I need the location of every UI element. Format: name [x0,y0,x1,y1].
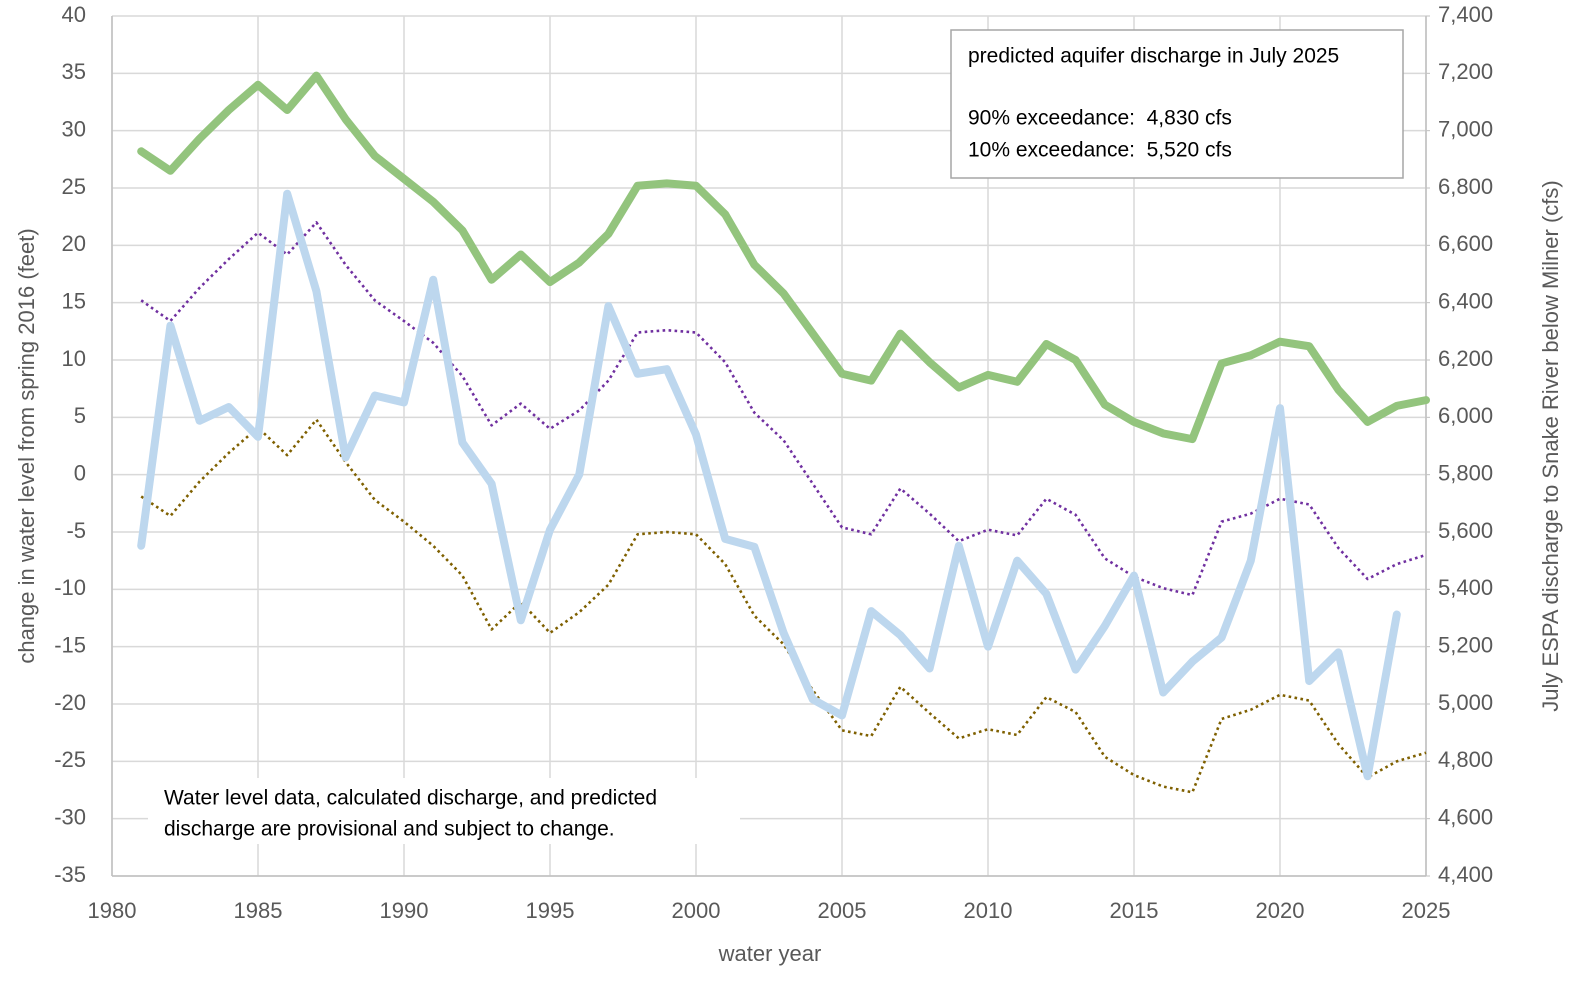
annotation-title: predicted aquifer discharge in July 2025 [968,45,1339,68]
y2-tick-label: 7,000 [1438,116,1493,141]
annotation-line: 90% exceedance: 4,830 cfs [968,107,1232,130]
y-tick-label: 30 [62,116,86,141]
y2-tick-label: 6,600 [1438,231,1493,256]
y-tick-label: -35 [54,862,86,887]
y-tick-label: -25 [54,747,86,772]
series-line [137,189,1401,781]
y2-tick-label: 6,000 [1438,403,1493,428]
y2-tick-label: 4,600 [1438,804,1493,829]
x-tick-label: 2025 [1402,898,1451,923]
note-line: discharge are provisional and subject to… [164,818,615,841]
y-tick-label: -5 [66,518,86,543]
y-tick-label: 40 [62,2,86,27]
y2-axis-label: July ESPA discharge to Snake River below… [1538,180,1563,711]
y-tick-label: 35 [62,59,86,84]
y2-tick-label: 4,400 [1438,862,1493,887]
lines [137,71,1430,794]
annotation-frame [950,29,1404,179]
y-tick-label: -10 [54,575,86,600]
y-tick-label: 20 [62,231,86,256]
x-tick-label: 2005 [818,898,867,923]
note-background [148,778,740,844]
x-tick-label: 1995 [526,898,575,923]
annotation-box: predicted aquifer discharge in July 2025… [950,29,1404,179]
note-line: Water level data, calculated discharge, … [164,787,657,810]
y-axis-label: change in water level from spring 2016 (… [14,228,39,663]
series-line [137,71,1430,444]
x-tick-label: 2000 [672,898,721,923]
y2-tick-label: 6,800 [1438,174,1493,199]
y2-tick-label: 5,000 [1438,690,1493,715]
y2-tick-label: 5,400 [1438,575,1493,600]
y-tick-label: -30 [54,804,86,829]
annotation-line: 10% exceedance: 5,520 cfs [968,139,1232,162]
series-line [140,418,1427,794]
y2-tick-label: 5,600 [1438,518,1493,543]
y2-tick-label: 5,200 [1438,632,1493,657]
x-axis-label: water year [718,941,822,966]
x-tick-label: 2020 [1256,898,1305,923]
y-tick-label: 0 [74,460,86,485]
y-tick-label: 15 [62,288,86,313]
y-tick-label: -20 [54,690,86,715]
y-tick-label: 10 [62,346,86,371]
y2-tick-label: 5,800 [1438,460,1493,485]
x-tick-label: 1980 [88,898,137,923]
x-tick-label: 1990 [380,898,429,923]
y2-tick-label: 4,800 [1438,747,1493,772]
x-tick-label: 2015 [1110,898,1159,923]
x-tick-label: 1985 [234,898,283,923]
y2-tick-label: 6,400 [1438,288,1493,313]
y-tick-label: -15 [54,632,86,657]
y-tick-label: 5 [74,403,86,428]
y2-tick-label: 7,400 [1438,2,1493,27]
note: Water level data, calculated discharge, … [148,778,740,844]
y2-tick-label: 6,200 [1438,346,1493,371]
series-line [140,221,1427,597]
y2-tick-label: 7,200 [1438,59,1493,84]
y-tick-label: 25 [62,174,86,199]
x-tick-label: 2010 [964,898,1013,923]
labels: -35-30-25-20-15-10-505101520253035404,40… [54,2,1493,923]
